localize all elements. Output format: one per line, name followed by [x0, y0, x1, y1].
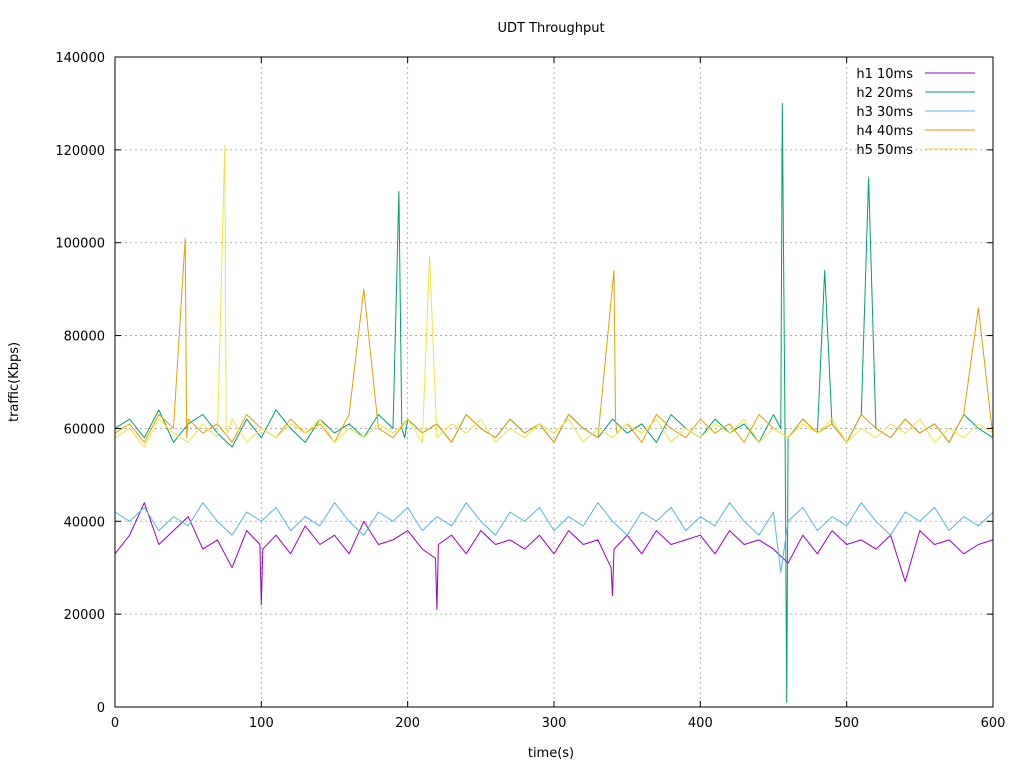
x-tick-label: 300	[542, 716, 567, 731]
series-line-h4-40ms	[114, 237, 994, 443]
y-tick-label: 80000	[64, 330, 105, 345]
y-tick-label: 20000	[64, 608, 105, 623]
x-tick-label: 200	[395, 716, 420, 731]
x-tick-label: 0	[111, 716, 119, 731]
x-tick-label: 600	[981, 716, 1006, 731]
legend-label: h5 50ms	[856, 143, 913, 158]
legend-label: h2 20ms	[856, 86, 913, 101]
tick-layer: 0 100 200 300 400 500 600 0 20000 40000 60000 80000…	[55, 51, 1005, 731]
y-axis-label: traffic(Kbps)	[7, 342, 22, 422]
x-axis-label: time(s)	[528, 746, 574, 761]
x-tick-label: 500	[834, 716, 859, 731]
legend: h1 10ms h2 20ms h3 30ms h4 40ms h5 50ms	[856, 67, 975, 158]
y-tick-label: 140000	[55, 51, 105, 66]
legend-label: h3 30ms	[856, 105, 913, 120]
y-tick-label: 60000	[64, 422, 105, 437]
y-tick-label: 0	[97, 701, 105, 716]
x-tick-label: 400	[688, 716, 713, 731]
series-line-h3-30ms	[114, 502, 994, 573]
y-tick-label: 40000	[64, 515, 105, 530]
series-line-h1-10ms	[114, 502, 994, 610]
series-line-h5-50ms	[114, 144, 994, 448]
series-layer	[114, 102, 994, 703]
x-tick-label: 100	[249, 716, 274, 731]
legend-label: h4 40ms	[856, 124, 913, 139]
y-tick-label: 120000	[55, 144, 105, 159]
chart-title: UDT Throughput	[497, 21, 604, 36]
y-tick-label: 100000	[55, 237, 105, 252]
legend-label: h1 10ms	[856, 67, 913, 82]
